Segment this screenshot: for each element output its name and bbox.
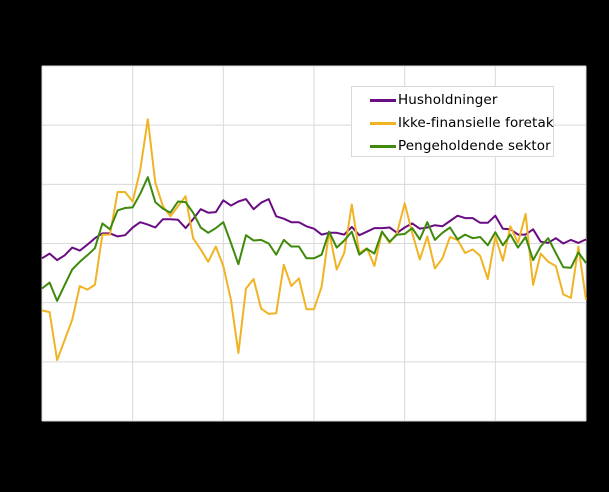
series-line-ikke-finansielle-foretak [41,118,587,362]
series-line-pengeholdende-sektor [41,176,587,302]
legend-swatch-ikke-finansielle-foretak [370,121,396,125]
legend-label: Ikke-finansielle foretak [398,115,554,131]
legend-label: Husholdninger [398,92,498,108]
legend-item-husholdninger: Husholdninger [370,90,497,110]
legend-label: Pengeholdende sektor [398,138,551,154]
legend-item-ikke-finansielle-foretak: Ikke-finansielle foretak [370,113,554,133]
legend-swatch-husholdninger [370,98,396,102]
series-line-husholdninger [41,198,587,262]
legend: Husholdninger Ikke-finansielle foretak P… [351,86,554,157]
legend-swatch-pengeholdende-sektor [370,144,396,148]
legend-item-pengeholdende-sektor: Pengeholdende sektor [370,136,551,156]
